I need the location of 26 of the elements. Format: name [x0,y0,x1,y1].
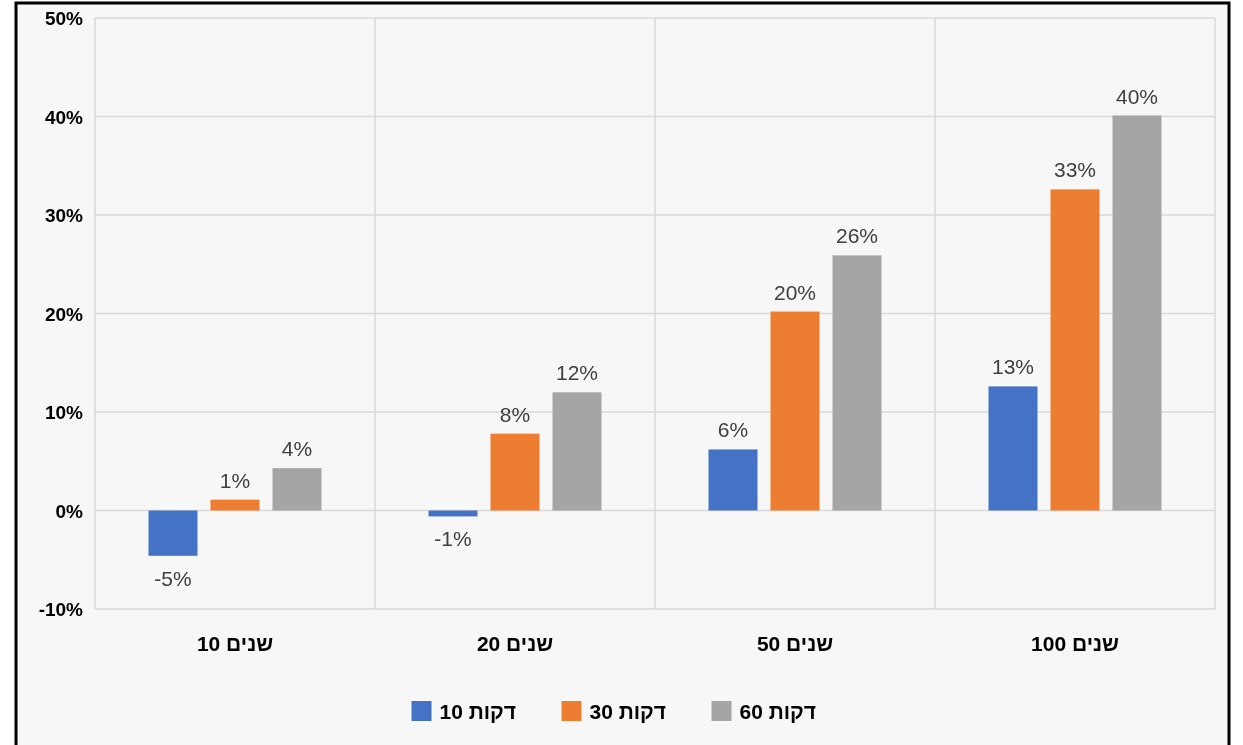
data-label: 13% [991,355,1035,379]
legend-label: דקות 60 [739,700,817,723]
y-tick-label: -10% [38,599,84,620]
y-tick-label: 30% [44,205,84,226]
y-tick-label: 40% [44,106,84,128]
data-label: 12% [555,361,599,385]
legend-label: דקות 10 [439,700,517,723]
legend-label: דקות 30 [589,700,667,723]
data-label: -1% [434,527,472,551]
y-tick-label: 10% [44,402,84,423]
x-tick-label: שנים 10 [196,632,274,655]
y-tick-label: 50% [44,8,84,29]
data-label: 20% [773,280,817,304]
data-label: 40% [1115,84,1159,108]
y-tick-label: 20% [44,303,84,325]
data-label: 1% [219,468,251,492]
x-tick-label: שנים 100 [1031,632,1120,655]
data-label: 4% [281,437,313,461]
data-label: -5% [154,566,192,590]
y-tick-label: 0% [55,500,84,522]
data-label: 8% [499,402,531,426]
data-label: 33% [1053,158,1097,182]
x-tick-label: שנים 20 [476,632,554,655]
data-label: 26% [835,224,879,248]
x-tick-label: שנים 50 [756,632,834,655]
data-label: 6% [717,418,749,442]
